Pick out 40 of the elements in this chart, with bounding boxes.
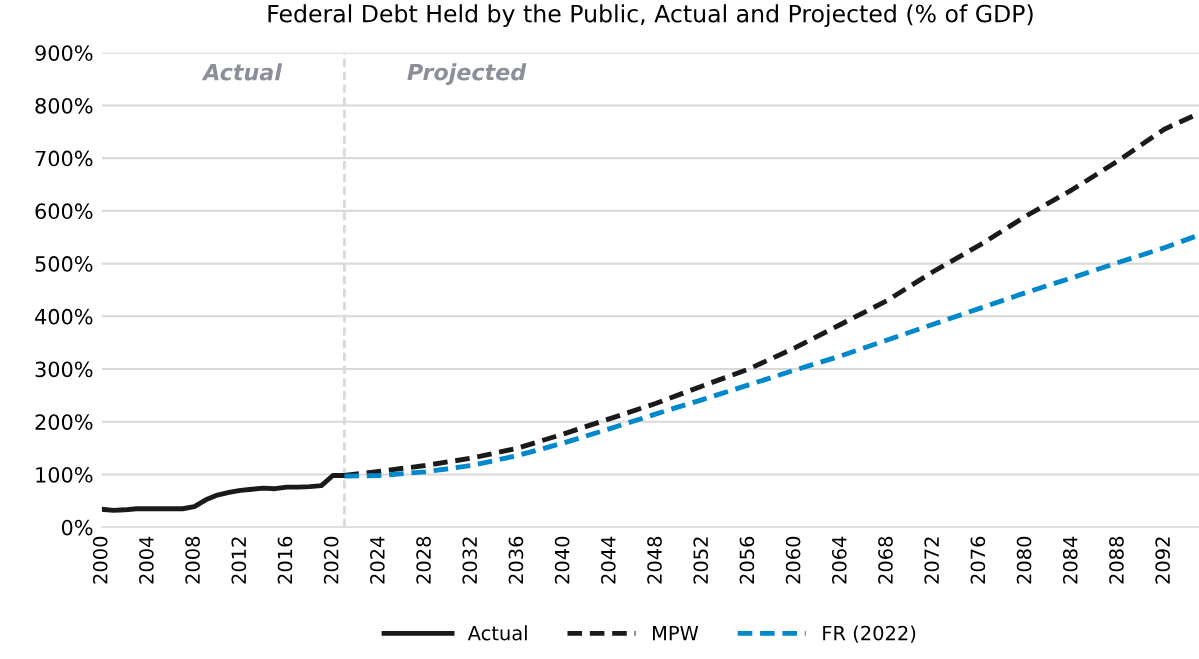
x-tick-label: 2056 xyxy=(739,536,755,584)
legend-label: Actual xyxy=(467,625,527,641)
annotation: Projected xyxy=(407,63,527,85)
x-tick-label: 2048 xyxy=(647,536,662,584)
x-tick-label: 2068 xyxy=(878,536,893,584)
y-tick-label: 500% xyxy=(35,256,93,272)
x-tick-label: 2076 xyxy=(970,536,986,584)
x-tick-label: 2084 xyxy=(1062,536,1078,584)
y-tick-label: 200% xyxy=(35,414,93,430)
x-tick-label: 2052 xyxy=(693,537,709,584)
y-tick-label: 600% xyxy=(35,203,93,220)
y-tick-label: 100% xyxy=(36,466,93,483)
y-tick-label: 800% xyxy=(35,97,93,114)
legend-label: FR (2022) xyxy=(823,625,916,643)
x-tick-label: 2060 xyxy=(785,536,801,584)
y-tick-label: 700% xyxy=(35,150,93,167)
x-tick-label: 2080 xyxy=(1016,536,1032,584)
x-tick-label: 2040 xyxy=(554,536,570,584)
y-tick-label: 900% xyxy=(35,45,93,61)
x-tick-label: 2072 xyxy=(924,537,940,584)
x-tick-label: 2012 xyxy=(231,537,247,584)
chart-title: Federal Debt Held by the Public, Actual and Projected (% of GDP) xyxy=(268,4,1033,28)
x-tick-label: 2032 xyxy=(462,537,478,584)
x-tick-label: 2016 xyxy=(277,536,293,584)
legend-label: MPW xyxy=(653,625,699,641)
y-tick-label: 400% xyxy=(35,308,93,325)
x-tick-label: 2008 xyxy=(185,536,200,584)
x-tick-label: 2024 xyxy=(370,536,385,584)
x-tick-label: 2092 xyxy=(1155,537,1170,584)
annotation: Actual xyxy=(201,63,283,81)
x-tick-label: 2036 xyxy=(508,536,524,584)
x-tick-label: 2028 xyxy=(416,536,431,584)
x-tick-label: 2088 xyxy=(1109,536,1124,584)
x-tick-label: 2000 xyxy=(92,536,108,584)
x-tick-label: 2044 xyxy=(600,536,616,584)
y-tick-label: 300% xyxy=(35,361,93,378)
x-tick-label: 2020 xyxy=(323,536,339,584)
x-tick-label: 2064 xyxy=(831,536,847,584)
x-tick-label: 2004 xyxy=(139,536,154,584)
y-tick-label: 0% xyxy=(61,519,93,536)
